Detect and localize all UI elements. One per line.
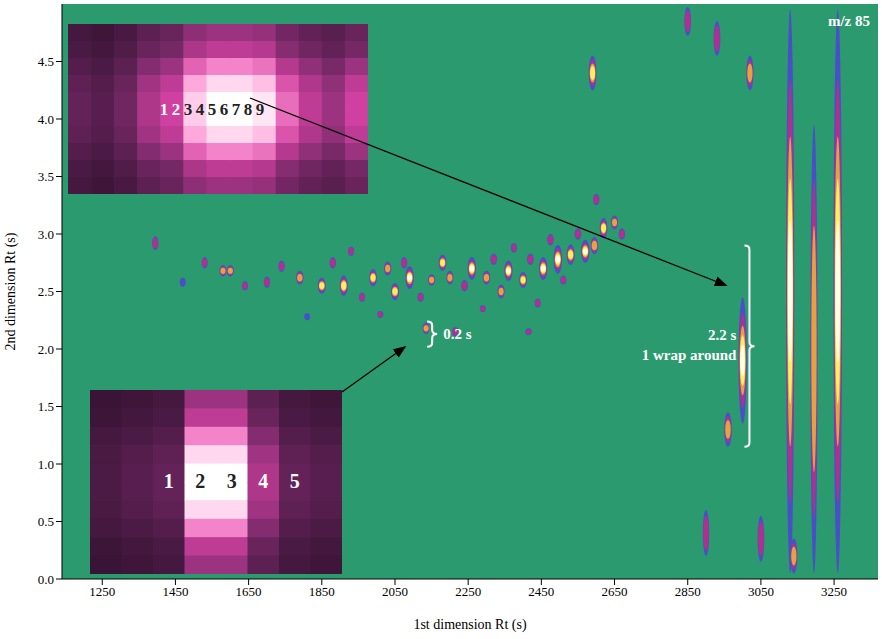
svg-text:3.5: 3.5 — [38, 169, 54, 184]
svg-text:1: 1 — [164, 470, 174, 492]
svg-text:1.0: 1.0 — [38, 457, 54, 472]
svg-text:2650: 2650 — [602, 584, 628, 599]
svg-text:1.5: 1.5 — [38, 399, 54, 414]
svg-text:1: 1 — [160, 100, 169, 119]
svg-text:m/z 85: m/z 85 — [828, 13, 870, 29]
svg-text:1250: 1250 — [89, 584, 115, 599]
svg-text:0.5: 0.5 — [38, 514, 54, 529]
svg-text:2nd dimension Rt (s): 2nd dimension Rt (s) — [3, 232, 19, 350]
svg-text:4: 4 — [196, 100, 205, 119]
svg-text:1450: 1450 — [162, 584, 188, 599]
svg-text:1850: 1850 — [309, 584, 335, 599]
svg-text:3050: 3050 — [748, 584, 774, 599]
svg-text:3: 3 — [227, 470, 237, 492]
svg-text:9: 9 — [256, 100, 265, 119]
svg-text:5: 5 — [208, 100, 217, 119]
svg-text:5: 5 — [290, 470, 300, 492]
svg-text:2: 2 — [172, 100, 181, 119]
svg-text:2450: 2450 — [528, 584, 554, 599]
svg-text:2: 2 — [195, 470, 205, 492]
svg-text:1st dimension Rt (s): 1st dimension Rt (s) — [413, 617, 527, 633]
svg-text:2250: 2250 — [455, 584, 481, 599]
svg-text:1 wrap around: 1 wrap around — [642, 347, 737, 363]
svg-text:3.0: 3.0 — [38, 227, 54, 242]
svg-text:2850: 2850 — [675, 584, 701, 599]
svg-text:2.0: 2.0 — [38, 342, 54, 357]
svg-text:0.0: 0.0 — [38, 572, 54, 587]
svg-text:6: 6 — [220, 100, 229, 119]
svg-text:2050: 2050 — [382, 584, 408, 599]
svg-text:3250: 3250 — [821, 584, 847, 599]
svg-text:4.0: 4.0 — [38, 112, 54, 127]
svg-text:8: 8 — [244, 100, 253, 119]
svg-text:4: 4 — [258, 470, 268, 492]
svg-text:2.2 s: 2.2 s — [708, 327, 737, 343]
svg-text:2.5: 2.5 — [38, 284, 54, 299]
svg-text:4.5: 4.5 — [38, 54, 54, 69]
svg-text:1650: 1650 — [236, 584, 262, 599]
svg-text:7: 7 — [232, 100, 241, 119]
svg-text:0.2 s: 0.2 s — [443, 326, 472, 342]
svg-text:3: 3 — [184, 100, 193, 119]
